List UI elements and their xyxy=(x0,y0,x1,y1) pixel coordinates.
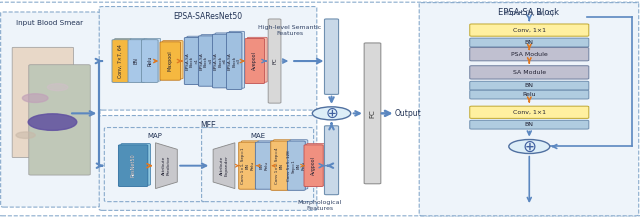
FancyBboxPatch shape xyxy=(290,140,308,189)
Text: Morphological
Features: Morphological Features xyxy=(298,200,342,211)
FancyBboxPatch shape xyxy=(241,141,259,188)
Text: Conv 1×1, Sep=4
BN: Conv 1×1, Sep=4 BN xyxy=(275,147,284,184)
Text: Avepool: Avepool xyxy=(252,52,257,70)
FancyBboxPatch shape xyxy=(271,141,289,190)
FancyBboxPatch shape xyxy=(187,36,202,83)
Text: Conv 1×1, Sep=1
BN
Relu: Conv 1×1, Sep=1 BN Relu xyxy=(241,147,254,184)
Circle shape xyxy=(16,132,35,138)
FancyBboxPatch shape xyxy=(364,43,381,184)
FancyBboxPatch shape xyxy=(470,120,589,129)
Text: Attribute
Expander: Attribute Expander xyxy=(220,155,228,176)
Text: MAE: MAE xyxy=(250,133,265,139)
FancyBboxPatch shape xyxy=(470,106,589,118)
Text: ⊕: ⊕ xyxy=(325,106,338,121)
Text: ⊕: ⊕ xyxy=(522,138,536,155)
Text: Relu: Relu xyxy=(522,92,536,97)
Text: Attribute
Predictor: Attribute Predictor xyxy=(162,156,171,175)
Text: PSA Module: PSA Module xyxy=(511,52,548,57)
FancyBboxPatch shape xyxy=(470,66,589,79)
FancyBboxPatch shape xyxy=(470,24,589,36)
FancyBboxPatch shape xyxy=(29,65,90,175)
Circle shape xyxy=(28,114,77,130)
FancyBboxPatch shape xyxy=(163,41,183,79)
FancyBboxPatch shape xyxy=(99,116,317,210)
FancyBboxPatch shape xyxy=(287,141,305,190)
Text: Input (h, w, c): Input (h, w, c) xyxy=(505,10,554,16)
FancyBboxPatch shape xyxy=(112,40,129,82)
FancyBboxPatch shape xyxy=(307,143,326,185)
FancyBboxPatch shape xyxy=(324,19,339,94)
Text: BN: BN xyxy=(134,58,139,65)
FancyBboxPatch shape xyxy=(304,145,323,187)
Text: ResNet50: ResNet50 xyxy=(131,154,136,177)
FancyBboxPatch shape xyxy=(201,35,216,85)
FancyBboxPatch shape xyxy=(131,38,147,81)
FancyBboxPatch shape xyxy=(128,40,145,82)
Text: EPSA-SAResNet50: EPSA-SAResNet50 xyxy=(173,12,243,20)
FancyBboxPatch shape xyxy=(245,39,265,83)
Text: EPSA-SA
Block
×3: EPSA-SA Block ×3 xyxy=(228,52,241,70)
FancyBboxPatch shape xyxy=(104,128,205,202)
Text: High-level Semantic
Features: High-level Semantic Features xyxy=(259,25,321,36)
FancyBboxPatch shape xyxy=(470,38,589,47)
FancyBboxPatch shape xyxy=(258,141,276,188)
Text: BN: BN xyxy=(525,40,534,45)
Circle shape xyxy=(22,94,48,102)
FancyBboxPatch shape xyxy=(141,40,158,82)
Text: Conv 5×5, 128
Sep=1
BN
Relu: Conv 5×5, 128 Sep=1 BN Relu xyxy=(287,150,305,181)
FancyBboxPatch shape xyxy=(144,38,161,81)
Polygon shape xyxy=(156,143,177,189)
FancyBboxPatch shape xyxy=(99,7,317,110)
Text: Conv, 1×1: Conv, 1×1 xyxy=(513,110,546,115)
Circle shape xyxy=(47,84,68,91)
FancyBboxPatch shape xyxy=(227,32,242,89)
FancyBboxPatch shape xyxy=(419,3,639,216)
FancyBboxPatch shape xyxy=(268,19,281,103)
Text: MFE: MFE xyxy=(200,121,216,129)
FancyBboxPatch shape xyxy=(215,33,230,87)
FancyBboxPatch shape xyxy=(121,143,150,185)
Text: FC: FC xyxy=(369,109,376,118)
Text: EPSA-SA Block: EPSA-SA Block xyxy=(499,8,559,17)
Text: BN: BN xyxy=(525,122,534,127)
FancyBboxPatch shape xyxy=(184,37,200,85)
FancyBboxPatch shape xyxy=(198,36,214,86)
Text: SA Module: SA Module xyxy=(513,70,546,75)
Text: FC: FC xyxy=(272,58,277,64)
Text: Conv, 1×1: Conv, 1×1 xyxy=(513,28,546,32)
Text: BN
Relu: BN Relu xyxy=(260,161,269,170)
FancyBboxPatch shape xyxy=(239,142,257,189)
Text: Output: Output xyxy=(395,109,422,118)
Text: Input Blood Smear: Input Blood Smear xyxy=(17,20,83,26)
FancyBboxPatch shape xyxy=(470,90,589,99)
FancyBboxPatch shape xyxy=(118,145,148,187)
Text: Relu: Relu xyxy=(147,56,152,66)
FancyBboxPatch shape xyxy=(115,38,131,81)
Text: Conv, 7×7, 64: Conv, 7×7, 64 xyxy=(118,44,123,78)
Text: BN: BN xyxy=(525,83,534,88)
FancyBboxPatch shape xyxy=(229,31,244,88)
FancyBboxPatch shape xyxy=(12,47,74,158)
FancyBboxPatch shape xyxy=(160,42,180,80)
Text: EPSA-SA
Block
×1: EPSA-SA Block ×1 xyxy=(186,52,198,70)
Text: EPSA-SA
Block
×6: EPSA-SA Block ×6 xyxy=(214,52,227,70)
Polygon shape xyxy=(213,143,235,189)
FancyBboxPatch shape xyxy=(202,128,314,202)
FancyBboxPatch shape xyxy=(470,81,589,90)
FancyBboxPatch shape xyxy=(1,12,100,207)
FancyBboxPatch shape xyxy=(324,126,339,195)
FancyBboxPatch shape xyxy=(273,140,291,189)
Circle shape xyxy=(312,107,351,120)
FancyBboxPatch shape xyxy=(248,37,268,82)
Circle shape xyxy=(509,140,550,153)
Text: Maxpool: Maxpool xyxy=(168,51,173,71)
FancyBboxPatch shape xyxy=(470,48,589,61)
Text: ResNet50: ResNet50 xyxy=(131,154,136,177)
Text: Avgpool: Avgpool xyxy=(311,156,316,175)
Text: EPSA-SA
Block
×4: EPSA-SA Block ×4 xyxy=(200,52,212,70)
FancyBboxPatch shape xyxy=(212,34,228,88)
Text: MAP: MAP xyxy=(147,133,163,139)
FancyBboxPatch shape xyxy=(255,142,273,189)
